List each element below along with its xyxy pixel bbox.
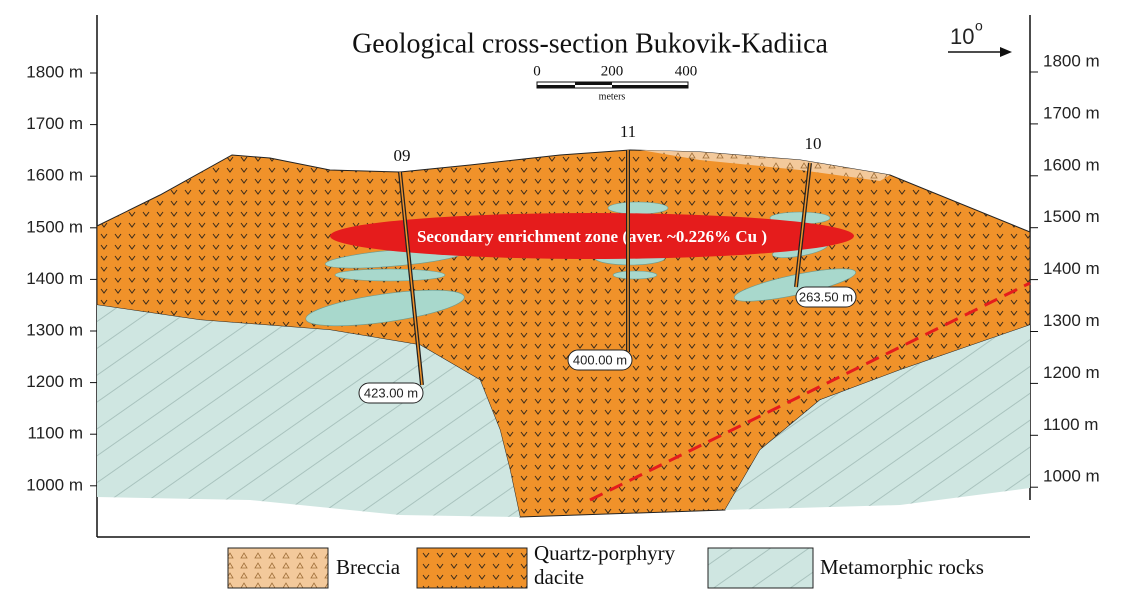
borehole-name: 11: [620, 122, 636, 141]
right-axis-label: 1700 m: [1043, 103, 1100, 122]
right-axis-label: 1300 m: [1043, 311, 1100, 330]
scale-tick: 200: [601, 63, 624, 79]
legend-label: Metamorphic rocks: [820, 555, 984, 579]
lens: [335, 269, 445, 281]
scale-bar: 0 200 400 meters: [533, 63, 697, 102]
left-axis-label: 1800 m: [26, 62, 83, 81]
right-axis-label: 1800 m: [1043, 51, 1100, 70]
borehole-depth: 400.00 m: [573, 352, 627, 367]
right-axis-label: 1100 m: [1043, 415, 1098, 434]
left-axis-label: 1600 m: [26, 166, 83, 185]
legend-label: Quartz-porphyry: [534, 541, 676, 565]
right-axis-label: 1600 m: [1043, 155, 1100, 174]
right-axis-label: 1200 m: [1043, 363, 1100, 382]
legend-swatch: [708, 548, 813, 588]
direction-degree: o: [975, 18, 983, 34]
arrow-head: [1000, 47, 1012, 57]
legend-label: Breccia: [336, 555, 401, 579]
right-axis-label: 1500 m: [1043, 207, 1100, 226]
scale-tick: 400: [675, 63, 698, 79]
scale-tick: 0: [533, 63, 541, 79]
right-axis-label: 1000 m: [1043, 467, 1100, 486]
left-axis-label: 1200 m: [26, 372, 83, 391]
right-axis-label: 1400 m: [1043, 259, 1100, 278]
zone-label: Secondary enrichment zone (aver. ~0.226%…: [417, 227, 767, 246]
left-axis-label: 1000 m: [26, 475, 83, 494]
left-axis-label: 1500 m: [26, 217, 83, 236]
borehole-depth: 263.50 m: [799, 289, 853, 304]
left-axis-label: 1100 m: [28, 424, 83, 443]
lens: [613, 271, 657, 279]
cross-section: 1800 m 1700 m 1600 m 1500 m 1400 m 1300 m 1200…: [0, 0, 1123, 594]
scale-unit: meters: [599, 91, 626, 102]
borehole-name: 10: [805, 134, 822, 153]
legend: Breccia Quartz-porphyry dacite Metamorph…: [228, 541, 984, 589]
title: Geological cross-section Bukovik-Kadiica: [352, 28, 828, 59]
direction-angle: 10: [950, 24, 974, 49]
legend-swatch: [417, 548, 527, 588]
borehole-depth: 423.00 m: [364, 385, 418, 400]
left-axis-label: 1300 m: [26, 320, 83, 339]
borehole-name: 09: [394, 146, 411, 165]
lens: [608, 202, 668, 214]
left-axis-label: 1700 m: [26, 114, 83, 133]
left-axis-label: 1400 m: [26, 269, 83, 288]
legend-swatch: [228, 548, 328, 588]
legend-label: dacite: [534, 565, 584, 589]
